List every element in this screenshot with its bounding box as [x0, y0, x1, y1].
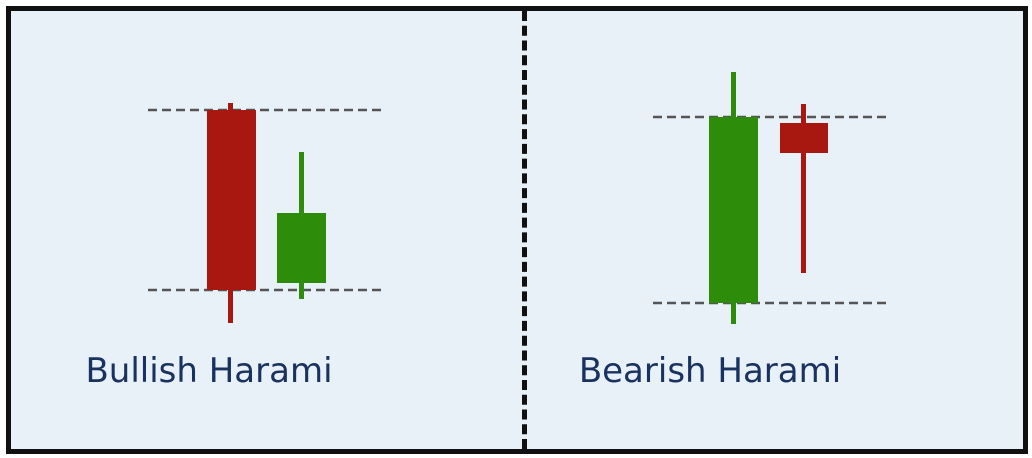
bearish-candle-wick [801, 104, 806, 273]
bearish-candle-body [207, 110, 256, 290]
bearish-candle [207, 103, 256, 323]
bullish-candle-body [277, 213, 326, 283]
bearish-candle [780, 104, 828, 273]
bearish-harami-panel [653, 72, 889, 324]
bullish-candle-body [709, 117, 758, 303]
diagram-frame: Bullish Harami Bearish Harami [6, 6, 1028, 454]
bullish-candle [277, 152, 326, 299]
bullish-harami-panel [148, 103, 383, 323]
bearish-candle-body [780, 123, 828, 153]
panel-divider [522, 11, 527, 449]
bullish-candle [709, 72, 758, 324]
bullish-harami-caption: Bullish Harami [85, 351, 333, 391]
bearish-harami-caption: Bearish Harami [578, 351, 842, 391]
